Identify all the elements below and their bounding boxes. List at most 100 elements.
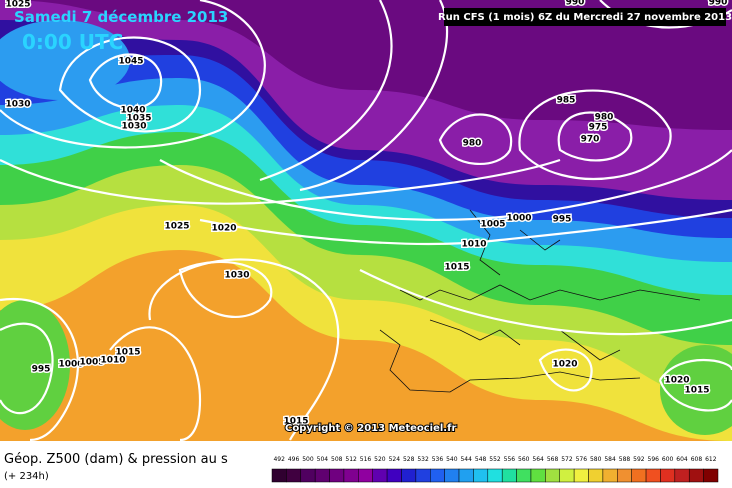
scale-cell xyxy=(631,468,647,483)
isobar-label: 980 xyxy=(463,139,482,149)
isobar-label: 980 xyxy=(595,113,614,123)
isobar-label: 1020 xyxy=(211,224,236,234)
scale-label: 572 xyxy=(561,456,573,463)
scale-cell xyxy=(487,468,503,483)
scale-label: 604 xyxy=(676,456,688,463)
scale-label: 520 xyxy=(374,456,386,463)
lead-time: (+ 234h) xyxy=(4,471,49,482)
isobar-label: 1020 xyxy=(664,376,689,386)
isobar-label: 1030 xyxy=(5,100,30,110)
scale-label: 612 xyxy=(705,456,717,463)
scale-label: 548 xyxy=(475,456,487,463)
scale-label: 596 xyxy=(648,456,660,463)
scale-cell xyxy=(358,468,373,483)
isobar-label: 990 xyxy=(566,0,585,8)
scale-cell xyxy=(588,468,604,483)
scale-cell xyxy=(473,468,489,483)
geopotential-field xyxy=(0,0,732,441)
scale-label: 500 xyxy=(302,456,314,463)
scale-cell xyxy=(645,468,661,483)
scale-label: 576 xyxy=(576,456,588,463)
scale-label: 556 xyxy=(504,456,516,463)
scale-cell xyxy=(444,468,460,483)
scale-label: 536 xyxy=(432,456,444,463)
scale-label: 540 xyxy=(446,456,458,463)
scale-label: 600 xyxy=(662,456,674,463)
footer-label: Géop. Z500 (dam) & pression au s xyxy=(4,452,228,467)
run-info: Run CFS (1 mois) 6Z du Mercredi 27 novem… xyxy=(438,12,732,23)
scale-label: 560 xyxy=(518,456,530,463)
scale-cell xyxy=(674,468,690,483)
scale-label: 588 xyxy=(619,456,631,463)
band xyxy=(660,345,732,435)
scale-label: 504 xyxy=(317,456,329,463)
scale-label: 564 xyxy=(532,456,544,463)
scale-cell xyxy=(703,468,719,483)
scale-cell xyxy=(343,468,359,483)
scale-label: 568 xyxy=(547,456,559,463)
scale-label: 492 xyxy=(273,456,285,463)
isobar-label: 1015 xyxy=(283,417,308,427)
scale-label: 496 xyxy=(288,456,300,463)
isobar-label: 1030 xyxy=(121,122,146,132)
scale-label: 512 xyxy=(345,456,357,463)
scale-cell xyxy=(530,468,546,483)
scale-cell xyxy=(458,468,474,483)
scale-label: 516 xyxy=(360,456,372,463)
scale-cell xyxy=(286,468,302,483)
scale-cell xyxy=(559,468,575,483)
run-box xyxy=(444,8,726,26)
scale-cell xyxy=(501,468,517,483)
copyright: Copyright © 2013 Meteociel.fr xyxy=(285,423,456,434)
isobar-label: 1005 xyxy=(79,358,104,368)
scale-cell xyxy=(430,468,445,483)
scale-cell xyxy=(314,468,330,483)
scale-label: 584 xyxy=(604,456,616,463)
isobar-label: 1025 xyxy=(5,0,30,10)
coastlines xyxy=(379,209,701,393)
band xyxy=(0,300,70,430)
isobar-label: 990 xyxy=(709,0,728,8)
isobar-label: 1010 xyxy=(100,356,125,366)
isobar-label: 970 xyxy=(581,135,600,145)
scale-cell xyxy=(372,468,388,483)
scale-cell xyxy=(602,468,618,483)
time: 0:00 UTC xyxy=(22,30,123,54)
scale-cell xyxy=(660,468,676,483)
scale-label: 544 xyxy=(460,456,472,463)
isobar-label: 1000 xyxy=(506,214,531,224)
scale-label: 552 xyxy=(489,456,501,463)
isobar-label: 1015 xyxy=(444,263,469,273)
scale-label: 608 xyxy=(691,456,703,463)
scale-label: 528 xyxy=(403,456,415,463)
scale-cell xyxy=(401,468,417,483)
isobar-label: 1015 xyxy=(115,348,140,358)
scale-label: 524 xyxy=(389,456,401,463)
isobar-label: 1025 xyxy=(164,222,189,232)
isobar-labels: 1025104510301040103510309909859809759709… xyxy=(4,0,729,428)
scale-cell xyxy=(271,468,287,483)
isobar-label: 1010 xyxy=(461,240,486,250)
isobar-label: 1000 xyxy=(58,360,83,370)
isobar-label: 1005 xyxy=(480,220,505,230)
scale-cell xyxy=(329,468,345,483)
isobar-label: 1040 xyxy=(120,106,145,116)
isobar-label: 1015 xyxy=(684,386,709,396)
isobar-label: 985 xyxy=(557,96,576,106)
scale-cell xyxy=(573,468,589,483)
date: Samedi 7 décembre 2013 xyxy=(14,8,228,26)
scale-label: 580 xyxy=(590,456,602,463)
isobar-label: 975 xyxy=(589,123,608,133)
scale-label: 532 xyxy=(417,456,429,463)
isobars xyxy=(0,0,732,442)
scale-cell xyxy=(300,468,316,483)
isobar-label: 995 xyxy=(32,365,51,375)
isobar-label: 1045 xyxy=(118,57,143,67)
scale-cell xyxy=(516,468,532,483)
scale-cell xyxy=(688,468,704,483)
scale-cell xyxy=(545,468,560,483)
scale-label: 508 xyxy=(331,456,343,463)
isobar-label: 1030 xyxy=(224,271,249,281)
scale-cell xyxy=(415,468,431,483)
